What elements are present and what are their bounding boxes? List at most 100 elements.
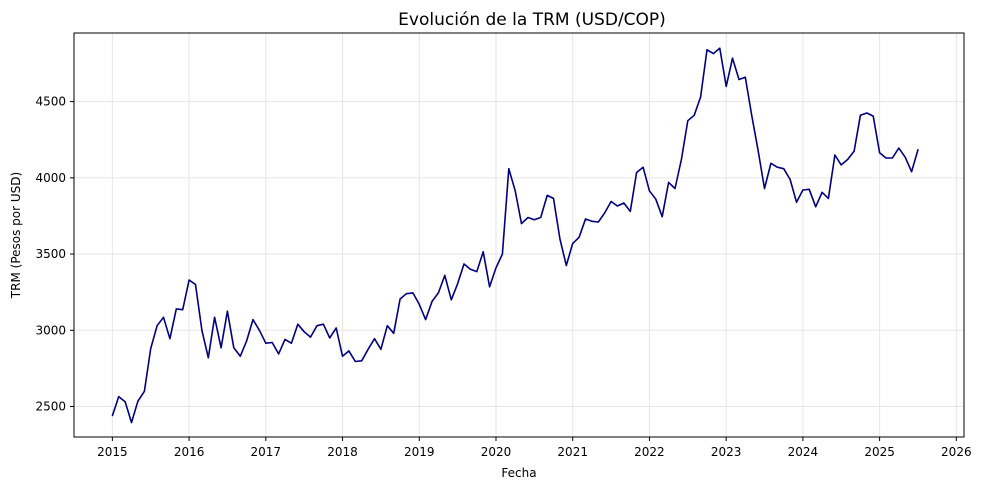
data-point	[354, 360, 356, 363]
data-point	[169, 338, 171, 340]
data-point	[808, 188, 810, 190]
data-point	[648, 190, 651, 192]
x-tick-label: 2019	[404, 445, 435, 459]
data-point	[552, 197, 555, 199]
data-point	[450, 299, 452, 301]
x-tick-label: 2017	[251, 445, 282, 459]
x-tick-label: 2026	[941, 445, 972, 459]
data-point	[725, 85, 727, 87]
y-tick-label: 2500	[35, 400, 66, 414]
data-point	[489, 286, 491, 288]
data-point	[252, 319, 254, 321]
x-tick-label: 2016	[174, 445, 205, 459]
data-point	[911, 171, 913, 173]
data-point	[188, 279, 190, 281]
data-point	[674, 187, 676, 190]
data-point	[508, 168, 510, 170]
data-point	[783, 168, 785, 170]
data-point	[220, 347, 222, 349]
data-point	[412, 292, 414, 294]
data-point	[476, 271, 478, 273]
data-point	[425, 319, 427, 321]
data-point	[495, 267, 497, 269]
data-point	[802, 189, 804, 191]
y-axis-label: TRM (Pesos por USD)	[9, 172, 23, 299]
data-point	[361, 360, 363, 362]
x-tick-label: 2024	[788, 445, 819, 459]
data-point	[501, 253, 503, 255]
data-point	[290, 342, 292, 344]
data-point	[866, 112, 868, 114]
data-point	[386, 325, 388, 327]
chart-title: Evolución de la TRM (USD/COP)	[398, 10, 666, 30]
data-point	[623, 202, 625, 204]
x-tick-label: 2023	[711, 445, 742, 459]
data-point	[175, 308, 177, 310]
data-point	[150, 348, 152, 350]
data-point	[591, 220, 593, 222]
data-point	[437, 292, 439, 294]
data-point	[405, 293, 407, 295]
data-point	[693, 114, 695, 116]
x-tick-label: 2022	[634, 445, 665, 459]
data-point	[827, 197, 830, 199]
data-point	[246, 340, 248, 342]
data-point	[118, 396, 120, 398]
y-tick-label: 4000	[35, 171, 66, 185]
data-point	[770, 162, 772, 164]
data-point	[418, 303, 420, 305]
data-point	[469, 268, 471, 270]
data-point	[457, 283, 459, 285]
data-point	[559, 238, 561, 240]
data-point	[584, 218, 587, 220]
data-point	[668, 181, 670, 183]
data-point	[872, 115, 874, 117]
data-point	[789, 178, 791, 180]
data-point	[597, 221, 599, 223]
data-point	[239, 355, 241, 357]
data-point	[719, 47, 721, 49]
data-point	[546, 194, 548, 196]
data-point	[821, 191, 823, 193]
data-point	[885, 157, 887, 159]
data-point	[776, 166, 778, 168]
data-point	[156, 325, 158, 327]
data-point	[642, 166, 644, 168]
data-point	[853, 150, 855, 152]
data-point	[738, 78, 740, 81]
data-point	[130, 421, 133, 424]
plot-frame	[73, 32, 965, 438]
data-point	[322, 323, 324, 325]
data-point	[533, 219, 535, 221]
data-point	[757, 149, 759, 151]
data-point	[712, 53, 714, 55]
data-point	[616, 205, 619, 207]
data-point	[687, 120, 689, 122]
data-point	[399, 298, 401, 300]
data-point	[744, 76, 746, 78]
data-point	[278, 353, 280, 355]
x-tick-label: 2021	[557, 445, 588, 459]
data-point	[111, 415, 113, 417]
y-tick-label: 3500	[35, 247, 66, 261]
data-point	[284, 338, 286, 340]
data-point	[297, 323, 299, 325]
data-point	[214, 316, 216, 318]
y-axis: 2500 3000 3500 4000 4500	[35, 95, 74, 414]
x-tick-label: 2018	[327, 445, 358, 459]
data-point	[124, 401, 126, 403]
data-point	[527, 216, 529, 219]
data-point	[655, 198, 657, 200]
data-point	[859, 114, 862, 116]
data-point	[572, 242, 574, 244]
data-point	[348, 350, 350, 352]
data-point	[636, 171, 638, 174]
data-point	[380, 348, 382, 350]
data-point	[763, 187, 766, 190]
data-point	[917, 149, 919, 151]
data-point	[316, 325, 318, 327]
data-point	[520, 223, 523, 225]
data-point	[629, 210, 631, 212]
data-point	[226, 310, 228, 312]
